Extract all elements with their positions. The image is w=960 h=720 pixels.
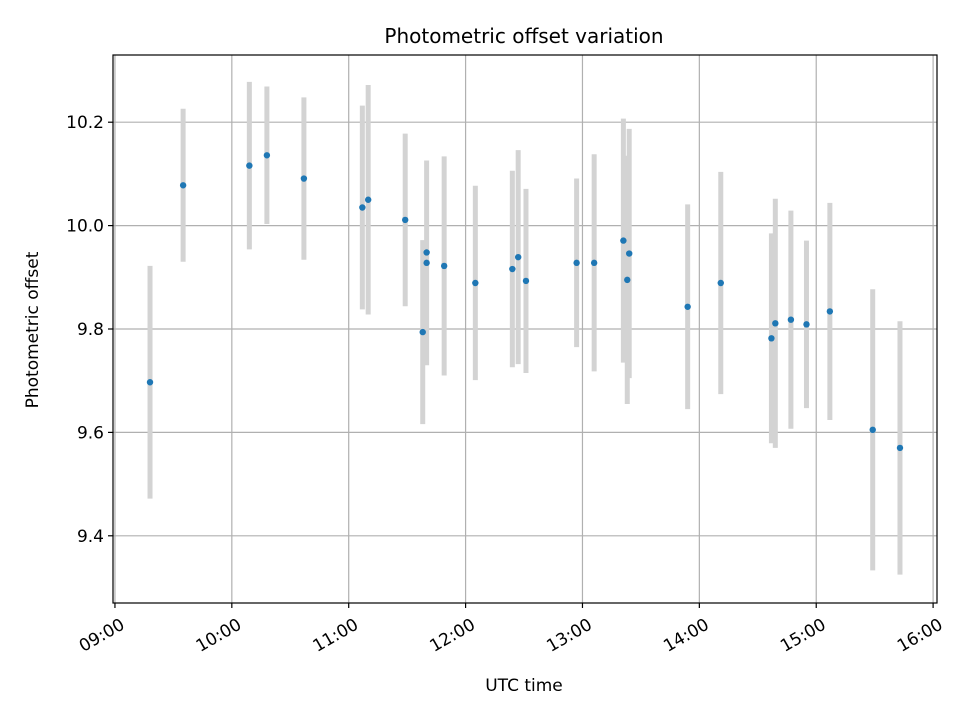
data-point: [246, 162, 253, 169]
x-tick-label: 10:00: [193, 615, 245, 657]
x-tick-label: 16:00: [894, 615, 946, 657]
y-tick-label: 10.0: [66, 217, 104, 237]
data-point: [300, 175, 308, 182]
data-point: [826, 308, 834, 315]
data-point: [803, 321, 810, 328]
data-point: [590, 259, 598, 267]
data-point: [401, 216, 409, 224]
data-point: [472, 279, 479, 287]
data-point: [717, 279, 724, 287]
data-point: [263, 152, 271, 159]
data-point: [573, 259, 580, 267]
x-tick-label: 11:00: [310, 615, 362, 657]
y-tick-label: 9.4: [77, 527, 104, 547]
data-point: [423, 259, 430, 267]
data-point: [179, 182, 187, 189]
data-points: [146, 152, 904, 452]
data-point: [869, 426, 876, 434]
data-point: [509, 265, 516, 273]
data-point: [620, 237, 627, 244]
data-point: [787, 316, 795, 323]
data-point: [624, 276, 631, 284]
x-axis-ticks: 09:00 10:00 11:00 12:00 13:00 14:00 15:00 16:00: [76, 603, 946, 657]
x-tick-label: 09:00: [76, 615, 128, 657]
data-point: [626, 250, 633, 257]
y-tick-label: 9.6: [77, 423, 104, 443]
data-point: [514, 253, 522, 261]
data-point: [772, 320, 779, 327]
x-tick-label: 13:00: [543, 615, 595, 657]
errorbars: [147, 81, 903, 575]
data-point: [768, 335, 775, 342]
x-axis-label: UTC time: [485, 676, 563, 696]
data-point: [423, 249, 430, 256]
chart-title: Photometric offset variation: [384, 24, 663, 48]
y-axis-label: Photometric offset: [23, 251, 43, 408]
y-axis-ticks: 9.4 9.6 9.8 10.0 10.2: [66, 113, 113, 547]
x-tick-label: 12:00: [426, 615, 478, 657]
data-point: [359, 204, 366, 211]
y-tick-label: 9.8: [77, 320, 104, 340]
data-point: [419, 328, 426, 336]
data-point: [364, 196, 372, 203]
data-point: [146, 379, 154, 386]
data-point: [440, 262, 448, 270]
x-tick-label: 14:00: [660, 615, 712, 657]
data-point: [522, 277, 530, 285]
y-tick-label: 10.2: [66, 113, 104, 133]
data-point: [684, 303, 691, 310]
x-tick-label: 15:00: [777, 615, 829, 657]
data-point: [896, 444, 904, 452]
